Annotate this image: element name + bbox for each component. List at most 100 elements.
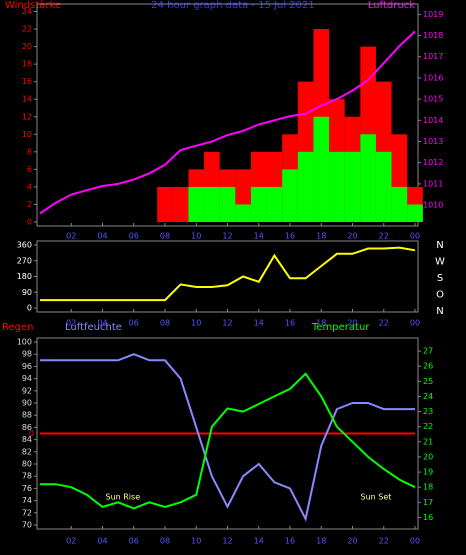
x-tick-label: 18 (316, 537, 326, 546)
x-tick-label: 20 (347, 537, 357, 546)
x-tick-label: 12 (222, 319, 232, 328)
x-tick-label: 00 (410, 232, 420, 241)
y-tick-label: 90 (22, 288, 32, 297)
y-tick-label: 4 (27, 182, 32, 191)
y2-tick-label: 1017 (423, 52, 443, 61)
bar (235, 204, 251, 222)
x-tick-label: 14 (254, 232, 264, 241)
y-tick-label: 12 (22, 112, 32, 121)
y-tick-label: 360 (17, 241, 32, 250)
y-tick-label: 20 (22, 42, 32, 51)
x-tick-label: 00 (410, 319, 420, 328)
y2-tick-label: 1013 (423, 137, 443, 146)
y-tick-label: 84 (22, 435, 32, 444)
x-tick-label: 08 (160, 537, 170, 546)
line (40, 372, 416, 510)
line (39, 30, 416, 215)
y-tick-label: 80 (22, 460, 32, 469)
y-tick-label: 0 (27, 304, 32, 313)
x-tick-label: 22 (379, 232, 389, 241)
y2-tick-label: 1014 (423, 116, 443, 125)
y2-tick-label: 1015 (423, 95, 443, 104)
y2-tick-label: 16 (423, 513, 433, 522)
bar (266, 186, 283, 222)
bar (344, 151, 361, 222)
y2-tick-label: 1011 (423, 179, 443, 188)
x-tick-label: 16 (285, 537, 295, 546)
y-tick-label: 0 (27, 218, 32, 227)
y-tick-label: 2 (27, 200, 32, 209)
bar (297, 151, 314, 222)
y-tick-label: 88 (22, 411, 32, 420)
y-tick-label: 180 (17, 272, 32, 281)
y-tick-label: 70 (22, 521, 32, 530)
y-axis-label: Luftfeuchte (65, 322, 122, 333)
bar (391, 186, 408, 222)
x-tick-label: 04 (97, 232, 107, 241)
x-tick-label: 20 (347, 232, 357, 241)
x-tick-label: 10 (191, 537, 201, 546)
x-tick-label: 16 (285, 232, 295, 241)
y-tick-label: 14 (22, 95, 32, 104)
bar (313, 116, 330, 222)
x-tick-label: 20 (347, 319, 357, 328)
compass-label: S (437, 273, 443, 284)
x-tick-label: 00 (410, 537, 420, 546)
x-tick-label: 12 (222, 537, 232, 546)
y2-tick-label: 1018 (423, 31, 443, 40)
y2-tick-label: 25 (423, 377, 433, 386)
x-tick-label: 08 (160, 319, 170, 328)
x-tick-label: 06 (129, 232, 139, 241)
y-tick-label: 74 (22, 496, 32, 505)
y-tick-label: 82 (22, 447, 32, 456)
chart-title: 24 hour graph data - 15 Jul 2021 (151, 0, 315, 11)
x-tick-label: 04 (97, 319, 107, 328)
y3-tick-label: 0 (29, 429, 34, 438)
y-tick-label: 92 (22, 386, 32, 395)
bar (407, 204, 423, 222)
y2-tick-label: 20 (423, 452, 433, 461)
x-tick-label: 02 (66, 319, 76, 328)
y-tick-label: 10 (22, 130, 32, 139)
annotation: Sun Set (360, 493, 391, 502)
x-tick-label: 02 (66, 232, 76, 241)
x-tick-label: 02 (66, 537, 76, 546)
y-tick-label: 90 (22, 399, 32, 408)
legend-label: Regen (2, 322, 34, 333)
bar (204, 186, 220, 222)
x-tick-label: 18 (316, 319, 326, 328)
x-tick-label: 18 (316, 232, 326, 241)
bar (375, 151, 392, 222)
y2-tick-label: 17 (423, 498, 433, 507)
y2-tick-label: 21 (423, 437, 433, 446)
y-tick-label: 72 (22, 508, 32, 517)
y2-axis-label: Luftdruck (368, 0, 415, 11)
x-tick-label: 10 (191, 232, 201, 241)
x-tick-label: 14 (254, 537, 264, 546)
x-tick-label: 22 (379, 537, 389, 546)
x-tick-label: 10 (191, 319, 201, 328)
y-tick-label: 96 (22, 362, 32, 371)
compass-label: O (436, 290, 444, 301)
bar (219, 186, 236, 222)
y-tick-label: 78 (22, 472, 32, 481)
y-tick-label: 270 (17, 256, 32, 265)
line (40, 353, 415, 522)
bar (360, 134, 376, 222)
x-tick-label: 04 (97, 537, 107, 546)
y2-tick-label: 23 (423, 407, 433, 416)
y2-axis-label: Temperatur (311, 322, 370, 333)
y-tick-label: 100 (17, 338, 32, 347)
y2-tick-label: 1010 (423, 201, 443, 210)
y-tick-label: 24 (22, 7, 32, 16)
x-tick-label: 16 (285, 319, 295, 328)
annotation: Sun Rise (105, 493, 140, 502)
bar (282, 169, 298, 222)
y-tick-label: 76 (22, 484, 32, 493)
y-axis-label: Windstärke (5, 0, 61, 11)
compass-label: W (435, 257, 445, 268)
bar (157, 186, 173, 222)
bar (250, 186, 267, 222)
